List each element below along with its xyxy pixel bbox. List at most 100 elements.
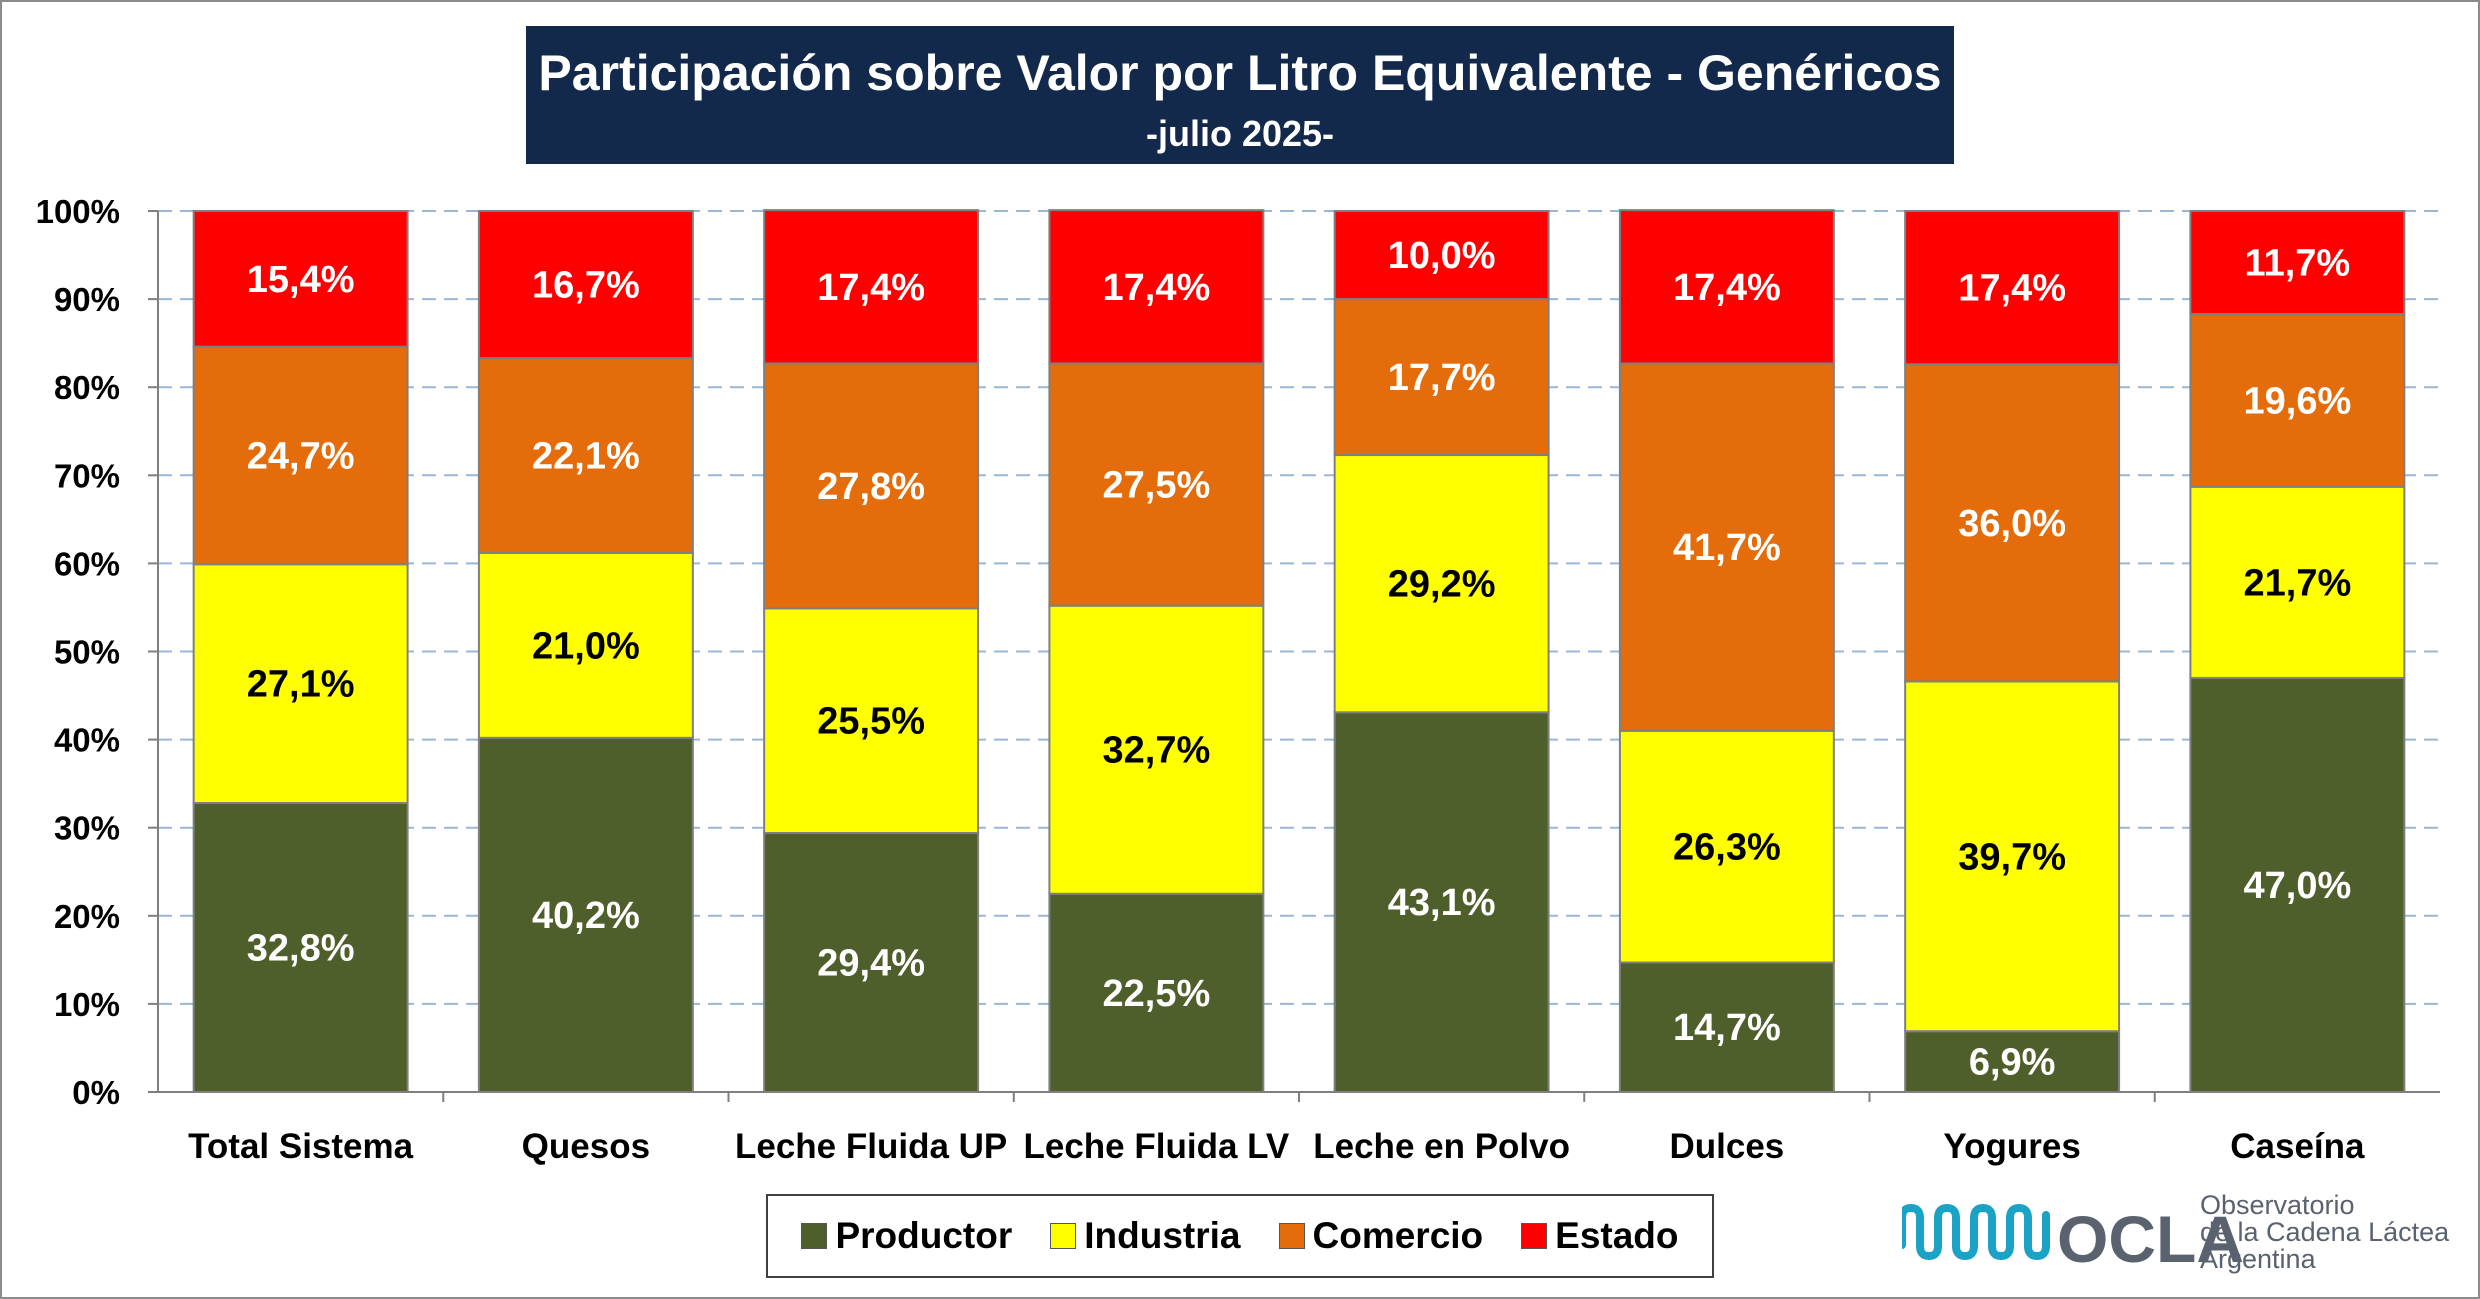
data-label: 26,3% <box>1673 827 1781 869</box>
category-label: Total Sistema <box>188 1127 414 1166</box>
bar-segment <box>192 345 409 566</box>
bar-segment <box>192 210 409 348</box>
data-label: 17,4% <box>817 267 925 309</box>
bar-segment <box>763 607 980 834</box>
bar-segment <box>2189 485 2406 679</box>
legend-item: Industria <box>1050 1215 1241 1257</box>
data-label: 27,8% <box>817 466 925 508</box>
data-label: 36,0% <box>1958 503 2066 545</box>
bar-segment <box>1048 604 1265 895</box>
data-label: 29,4% <box>817 942 925 984</box>
y-tick-label: 60% <box>54 545 120 582</box>
bar-segment <box>1904 1030 2121 1094</box>
category-label: Dulces <box>1669 1127 1784 1166</box>
logo-caption: Observatorio de la Cadena Láctea Argenti… <box>2200 1192 2449 1273</box>
y-tick-label: 50% <box>54 634 120 671</box>
y-tick-label: 20% <box>54 898 120 935</box>
bar-segment <box>1618 961 1835 1093</box>
legend-label: Estado <box>1555 1215 1679 1256</box>
data-label: 22,5% <box>1103 973 1211 1015</box>
y-tick-label: 0% <box>72 1074 120 1111</box>
y-tick-label: 30% <box>54 810 120 847</box>
data-label: 17,4% <box>1673 267 1781 309</box>
data-label: 16,7% <box>532 265 640 307</box>
bar-segment <box>1333 298 1550 457</box>
legend-swatch <box>801 1223 828 1249</box>
bar-segment <box>1904 210 2121 366</box>
category-label: Leche Fluida UP <box>735 1127 1007 1166</box>
bar-segment <box>1904 363 2121 683</box>
bar-segment <box>192 563 409 805</box>
y-tick-label: 10% <box>54 986 120 1023</box>
category-label: Yogures <box>1943 1127 2080 1166</box>
bar-segment <box>1333 454 1550 714</box>
data-label: 21,7% <box>2244 562 2352 604</box>
legend-label: Productor <box>835 1215 1013 1256</box>
legend-swatch <box>1521 1223 1548 1249</box>
bar-segment <box>1618 729 1835 964</box>
category-label: Leche Fluida LV <box>1023 1127 1289 1166</box>
logo-line-3: Argentina <box>2200 1244 2316 1274</box>
data-label: 39,7% <box>1958 836 2066 878</box>
logo-line-1: Observatorio <box>2200 1190 2355 1220</box>
data-label: 32,8% <box>247 928 355 970</box>
logo-line-2: de la Cadena Láctea <box>2200 1217 2450 1247</box>
data-label: 10,0% <box>1388 235 1496 277</box>
legend-item: Productor <box>801 1215 1012 1257</box>
data-label: 17,4% <box>1103 267 1211 309</box>
legend-label: Industria <box>1084 1215 1241 1256</box>
data-label: 19,6% <box>2244 380 2352 422</box>
data-label: 27,1% <box>247 664 355 706</box>
bar-segment <box>1048 362 1265 607</box>
data-label: 43,1% <box>1388 882 1496 924</box>
y-tick-label: 100% <box>36 193 120 230</box>
data-label: 29,2% <box>1388 564 1496 606</box>
data-label: 6,9% <box>1969 1042 2056 1084</box>
category-label: Leche en Polvo <box>1313 1127 1570 1166</box>
legend-label: Comercio <box>1312 1215 1484 1256</box>
legend-item: Comercio <box>1278 1215 1484 1257</box>
y-tick-label: 70% <box>54 457 120 494</box>
bar-segment <box>477 551 694 739</box>
data-label: 32,7% <box>1103 730 1211 772</box>
bar-segment <box>763 362 980 610</box>
logo-name: OCLA <box>2057 1202 2244 1276</box>
data-label: 41,7% <box>1673 527 1781 569</box>
ocla-logo: OCLA <box>1902 1202 2244 1276</box>
bar-segment <box>477 210 694 360</box>
data-label: 21,0% <box>532 625 640 667</box>
bar-segment <box>1048 209 1265 365</box>
bar-segment <box>2189 210 2406 316</box>
bar-segment <box>192 802 409 1093</box>
data-label: 17,7% <box>1388 357 1496 399</box>
data-label: 47,0% <box>2244 865 2352 907</box>
bar-segment <box>1333 210 1550 301</box>
bar-segment <box>763 831 980 1094</box>
y-tick-label: 90% <box>54 281 120 318</box>
title-box: Participación sobre Valor por Litro Equi… <box>526 26 1954 164</box>
data-label: 27,5% <box>1103 465 1211 507</box>
y-tick-label: 40% <box>54 722 120 759</box>
data-label: 24,7% <box>247 435 355 477</box>
data-label: 40,2% <box>532 895 640 937</box>
bar-segment <box>763 209 980 365</box>
data-label: 22,1% <box>532 435 640 477</box>
bar-segment <box>477 736 694 1093</box>
chart-title: Participación sobre Valor por Litro Equi… <box>538 45 1942 101</box>
data-label: 17,4% <box>1958 268 2066 310</box>
bar-segment <box>1618 362 1835 732</box>
data-label: 25,5% <box>817 701 925 743</box>
bar-segment <box>477 357 694 554</box>
data-label: 14,7% <box>1673 1007 1781 1049</box>
bar-segment <box>1904 680 2121 1033</box>
legend-swatch <box>1050 1223 1077 1249</box>
bar-segment <box>2189 676 2406 1093</box>
legend-swatch <box>1278 1223 1305 1249</box>
category-label: Quesos <box>522 1127 650 1166</box>
bar-segment <box>1048 892 1265 1094</box>
category-label: Caseína <box>2230 1127 2365 1166</box>
data-label: 11,7% <box>2245 243 2351 285</box>
bar-segment <box>1333 711 1550 1093</box>
wave-icon <box>1902 1203 2050 1261</box>
